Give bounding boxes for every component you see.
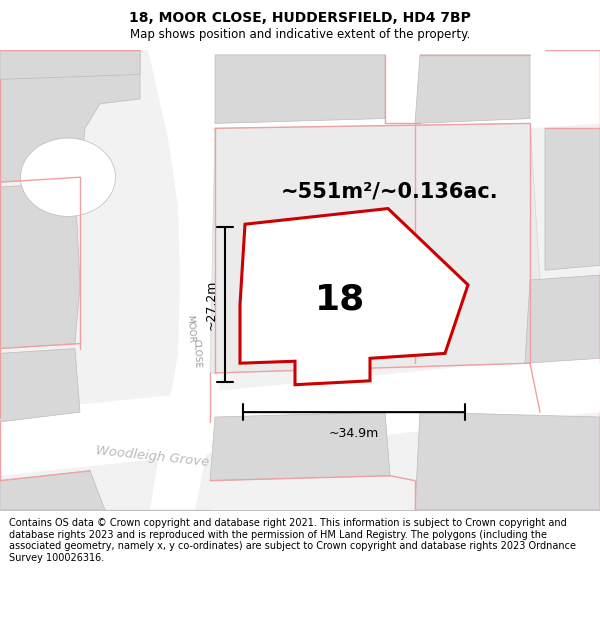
Text: ~27.2m: ~27.2m — [205, 279, 218, 329]
Polygon shape — [0, 471, 105, 510]
Text: Woodleigh Grove: Woodleigh Grove — [95, 444, 210, 469]
Polygon shape — [0, 182, 80, 349]
Polygon shape — [215, 55, 385, 123]
Text: Contains OS data © Crown copyright and database right 2021. This information is : Contains OS data © Crown copyright and d… — [9, 518, 576, 563]
Text: MOOR: MOOR — [185, 315, 195, 343]
Text: ~34.9m: ~34.9m — [329, 427, 379, 440]
Polygon shape — [240, 209, 468, 385]
Polygon shape — [525, 275, 600, 363]
Text: 18: 18 — [315, 282, 365, 317]
Polygon shape — [0, 50, 140, 182]
Text: ~551m²/~0.136ac.: ~551m²/~0.136ac. — [281, 182, 499, 202]
Polygon shape — [415, 55, 530, 123]
Text: Map shows position and indicative extent of the property.: Map shows position and indicative extent… — [130, 28, 470, 41]
Polygon shape — [0, 50, 140, 79]
Text: 18, MOOR CLOSE, HUDDERSFIELD, HD4 7BP: 18, MOOR CLOSE, HUDDERSFIELD, HD4 7BP — [129, 11, 471, 25]
Text: CLOSE: CLOSE — [192, 339, 202, 368]
Polygon shape — [530, 50, 600, 128]
Polygon shape — [148, 50, 228, 510]
Polygon shape — [415, 412, 600, 510]
Ellipse shape — [20, 138, 115, 216]
Polygon shape — [210, 123, 540, 373]
Polygon shape — [0, 353, 600, 476]
Polygon shape — [0, 50, 600, 510]
Polygon shape — [210, 412, 390, 481]
Polygon shape — [0, 349, 80, 422]
Polygon shape — [148, 50, 600, 128]
Polygon shape — [545, 128, 600, 270]
